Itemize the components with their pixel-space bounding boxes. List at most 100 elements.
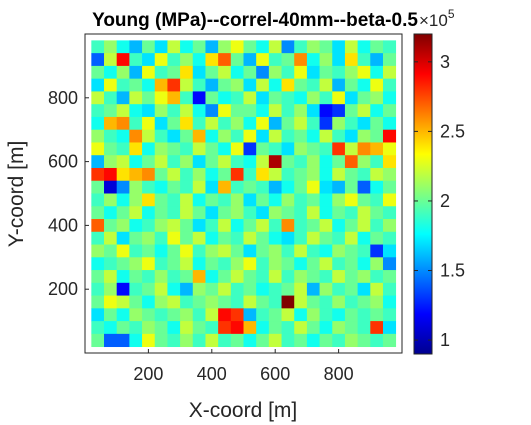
- heatmap-cell: [192, 219, 206, 233]
- heatmap-cell: [382, 282, 397, 296]
- heatmap-cell: [344, 308, 359, 322]
- heatmap-cell: [332, 180, 346, 194]
- heatmap-cell: [281, 155, 295, 169]
- heatmap-cell: [332, 104, 346, 118]
- heatmap-cell: [344, 193, 359, 207]
- heatmap-cell: [294, 193, 308, 207]
- colorbar-ticks: 1 1.5 2 2.5 3: [414, 52, 465, 350]
- heatmap-cell: [230, 91, 244, 105]
- heatmap-cell: [180, 270, 194, 284]
- heatmap-cell: [142, 53, 156, 67]
- heatmap-cell: [142, 78, 156, 92]
- heatmap-cell: [357, 65, 371, 80]
- heatmap-cell: [332, 53, 346, 67]
- heatmap-cell: [382, 65, 397, 80]
- heatmap-cell: [332, 206, 346, 220]
- heatmap-cell: [167, 321, 181, 335]
- heatmap-cell: [205, 65, 219, 80]
- heatmap-cell: [382, 129, 397, 143]
- heatmap-cell: [268, 333, 282, 348]
- heatmap-cell: [192, 91, 206, 105]
- heatmap-cell: [332, 231, 346, 245]
- heatmap-cell: [357, 321, 371, 335]
- heatmap-cell: [142, 308, 156, 322]
- heatmap-cell: [180, 142, 194, 156]
- heatmap-cell: [256, 78, 270, 92]
- heatmap-cell: [167, 231, 181, 245]
- heatmap-cell: [243, 206, 257, 220]
- heatmap-cell: [205, 244, 219, 258]
- heatmap-cell: [357, 180, 371, 194]
- heatmap-cell: [154, 53, 168, 67]
- heatmap-cell: [268, 321, 282, 335]
- heatmap-cell: [167, 91, 181, 105]
- heatmap-cell: [154, 65, 168, 80]
- heatmap-cell: [370, 104, 384, 118]
- heatmap-cell: [91, 116, 105, 131]
- heatmap-cell: [116, 206, 130, 220]
- heatmap-cell: [205, 155, 219, 169]
- heatmap-cell: [332, 142, 346, 156]
- heatmap-cell: [357, 257, 371, 271]
- heatmap-cell: [230, 270, 244, 284]
- heatmap-cell: [243, 282, 257, 296]
- heatmap-cell: [256, 333, 270, 348]
- heatmap-cell: [319, 206, 333, 220]
- heatmap-cell: [294, 116, 308, 131]
- heatmap-cell: [142, 180, 156, 194]
- heatmap-cell: [129, 78, 143, 92]
- heatmap-cell: [382, 270, 397, 284]
- heatmap-cell: [306, 231, 320, 245]
- heatmap-cell: [382, 116, 397, 131]
- heatmap-cell: [370, 78, 384, 92]
- heatmap-cell: [142, 282, 156, 296]
- heatmap-cell: [256, 206, 270, 220]
- heatmap-cell: [142, 257, 156, 271]
- heatmap-cell: [104, 193, 118, 207]
- heatmap-cell: [167, 104, 181, 118]
- heatmap-cell: [218, 333, 232, 348]
- y-axis-label: Y-coord [m]: [5, 141, 28, 248]
- heatmap-cell: [268, 270, 282, 284]
- heatmap-cell: [319, 116, 333, 131]
- heatmap-cell: [104, 308, 118, 322]
- heatmap-cell: [268, 308, 282, 322]
- heatmap-cell: [104, 321, 118, 335]
- heatmap-cell: [230, 167, 244, 182]
- heatmap-cell: [154, 308, 168, 322]
- heatmap-cell: [154, 116, 168, 131]
- exponent-base: ×10: [419, 11, 448, 30]
- heatmap-cell: [218, 231, 232, 245]
- heatmap-cell: [319, 333, 333, 348]
- heatmap-cell: [357, 155, 371, 169]
- heatmap-cell: [243, 180, 257, 194]
- heatmap-cell: [294, 104, 308, 118]
- heatmap-cell: [116, 78, 130, 92]
- heatmap-cell: [281, 308, 295, 322]
- heatmap-cell: [243, 244, 257, 258]
- heatmap-cell: [218, 116, 232, 131]
- heatmap-cell: [382, 308, 397, 322]
- heatmap-cell: [370, 295, 384, 309]
- heatmap-cell: [116, 40, 130, 54]
- heatmap-cell: [382, 244, 397, 258]
- heatmap-cell: [192, 270, 206, 284]
- heatmap-cell: [142, 231, 156, 245]
- heatmap-cell: [167, 78, 181, 92]
- heatmap-cell: [268, 65, 282, 80]
- heatmap-cell: [154, 257, 168, 271]
- heatmap-cell: [344, 155, 359, 169]
- heatmap-cell: [192, 193, 206, 207]
- heatmap-cell: [281, 78, 295, 92]
- heatmap-cell: [294, 180, 308, 194]
- heatmap-cell: [104, 40, 118, 54]
- heatmap-cell: [154, 78, 168, 92]
- heatmap-cell: [306, 244, 320, 258]
- heatmap-cell: [218, 167, 232, 182]
- heatmap-cell: [192, 116, 206, 131]
- heatmap-cell: [382, 295, 397, 309]
- heatmap-cell: [167, 65, 181, 80]
- heatmap-cell: [344, 53, 359, 67]
- heatmap-cell: [192, 167, 206, 182]
- heatmap-cell: [319, 104, 333, 118]
